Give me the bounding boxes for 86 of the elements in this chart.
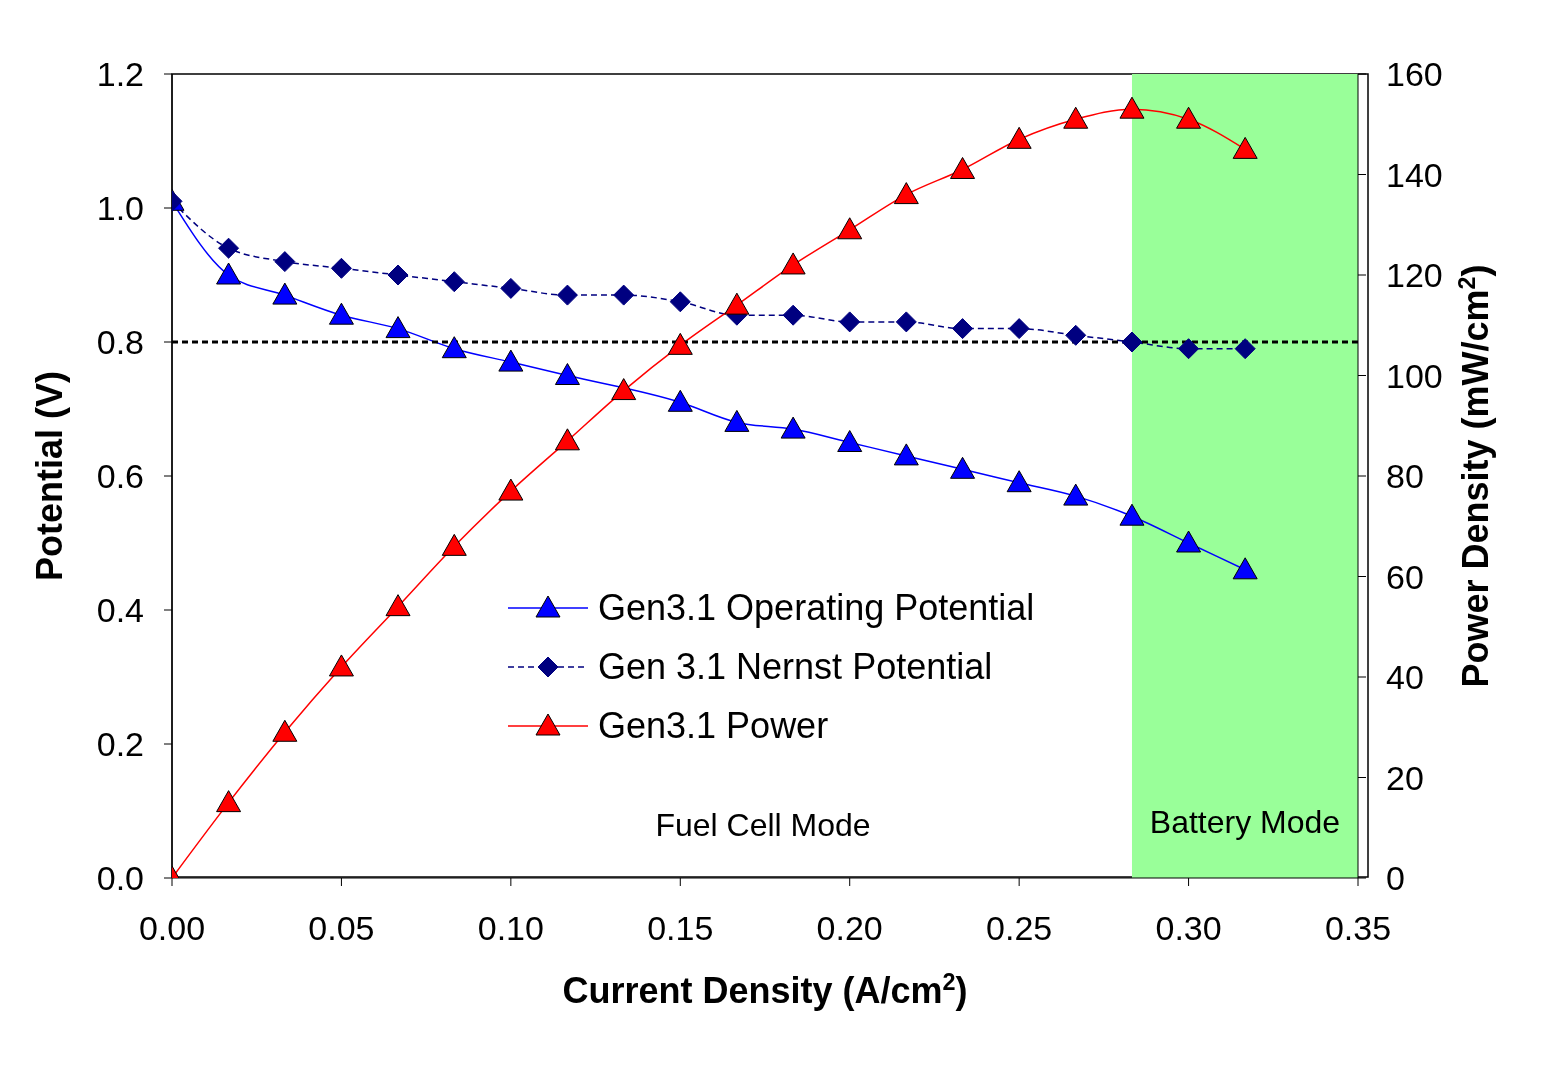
y-tick-label: 0.4 (96, 591, 144, 630)
point (780, 252, 806, 275)
x-tick-label: 0.30 (1155, 909, 1222, 948)
point (498, 349, 524, 372)
point (385, 594, 411, 617)
point (613, 284, 635, 306)
x-tick-label: 0.25 (986, 909, 1053, 948)
point (782, 304, 804, 326)
point (1176, 530, 1202, 553)
x-tick-label: 0.00 (138, 909, 206, 948)
point (272, 719, 298, 742)
point (272, 282, 298, 305)
point (1232, 136, 1258, 159)
point (667, 389, 693, 412)
y2-tick-label: 100 (1386, 356, 1443, 395)
point (274, 251, 296, 273)
y2-tick-label: 0 (1386, 859, 1405, 898)
point (952, 318, 974, 340)
point (893, 182, 919, 205)
point (1065, 324, 1087, 346)
y-tick-label: 0.8 (96, 323, 144, 362)
point (669, 291, 691, 313)
point (1008, 318, 1030, 340)
point (667, 332, 693, 355)
y-tick-label: 1.2 (96, 55, 144, 94)
y-tick-label: 1.0 (96, 189, 144, 228)
x-tick-label: 0.05 (308, 909, 375, 948)
point (554, 428, 580, 451)
point (216, 262, 242, 285)
point (724, 409, 750, 432)
y2-tick-label: 140 (1386, 155, 1443, 194)
point (1232, 557, 1258, 580)
point (1006, 126, 1032, 149)
point (724, 292, 750, 315)
point (1006, 470, 1032, 493)
x-tick-label: 0.15 (647, 909, 714, 948)
point (1178, 338, 1200, 360)
point (837, 217, 863, 240)
point (556, 284, 578, 306)
y-tick-label: 0.6 (96, 457, 144, 496)
y-axis-title: Potential (V) (29, 370, 70, 582)
point (218, 237, 240, 259)
point (1063, 483, 1089, 506)
x-tick-label: 0.20 (816, 909, 883, 948)
point (950, 156, 976, 179)
point (328, 302, 354, 325)
y-tick-label: 0.0 (96, 859, 144, 898)
annotation: Fuel Cell Mode (655, 807, 871, 843)
legend-label: Gen3.1 Power (598, 704, 829, 747)
x-axis-title: Current Density (A/cm$^{2}$) (562, 969, 968, 1011)
y2-tick-label: 20 (1386, 758, 1424, 797)
point (895, 311, 917, 333)
point (443, 271, 465, 293)
legend-label: Gen3.1 Operating Potential (598, 586, 1035, 629)
point (216, 790, 242, 813)
point (1119, 503, 1145, 526)
point (1176, 106, 1202, 129)
point (893, 443, 919, 466)
point (498, 478, 524, 501)
y2-tick-label: 40 (1386, 658, 1424, 697)
point (839, 311, 861, 333)
point (837, 430, 863, 452)
point (441, 336, 467, 359)
point (1234, 338, 1256, 360)
x-tick-label: 0.10 (477, 909, 544, 948)
point (950, 456, 976, 479)
point (385, 316, 411, 339)
point (1121, 331, 1143, 353)
y2-tick-label: 60 (1386, 557, 1424, 596)
point (1119, 96, 1145, 119)
y2-tick-label: 80 (1386, 457, 1424, 496)
legend-label: Gen 3.1 Nernst Potential (598, 645, 993, 688)
y2-tick-label: 160 (1386, 55, 1443, 94)
x-tick-label: 0.35 (1324, 909, 1392, 948)
point (554, 363, 580, 385)
point (328, 654, 354, 677)
band-label: Battery Mode (1149, 804, 1341, 840)
y-tick-label: 0.2 (96, 725, 144, 764)
point (330, 257, 352, 279)
point (780, 416, 806, 439)
point (441, 533, 467, 556)
y2-tick-label: 120 (1386, 256, 1443, 295)
point (387, 264, 409, 286)
point (500, 277, 522, 299)
point (1063, 106, 1089, 129)
point (611, 378, 637, 401)
